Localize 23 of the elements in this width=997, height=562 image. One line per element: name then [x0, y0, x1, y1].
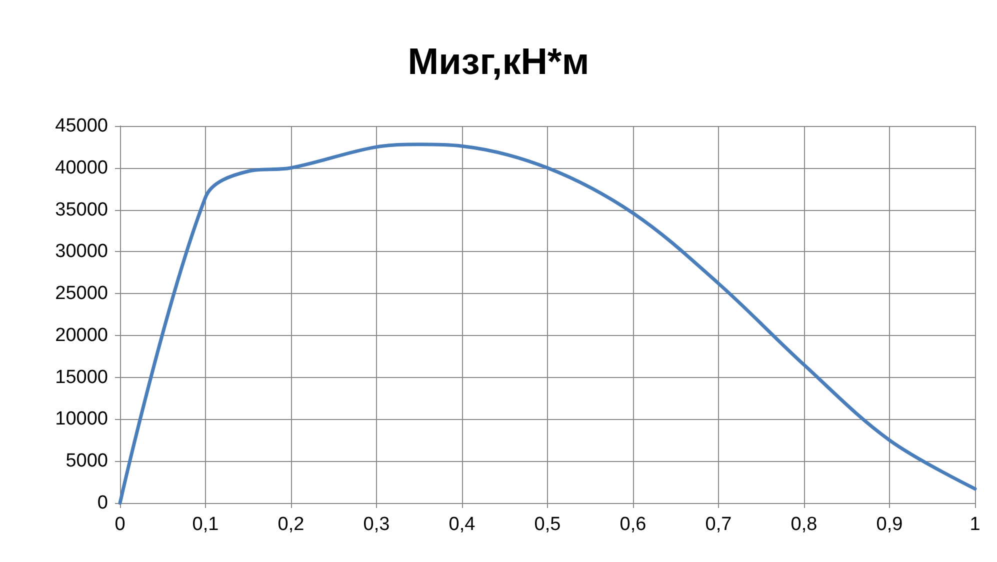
y-tick-label: 20000	[55, 324, 108, 346]
x-tick-label: 0,4	[448, 514, 476, 535]
y-tick-label: 30000	[55, 241, 108, 262]
x-tick-label: 1	[970, 514, 980, 535]
x-tick-label: 0,9	[876, 514, 903, 535]
y-tick-label: 5000	[66, 450, 108, 472]
x-tick-label: 0,3	[363, 514, 390, 535]
x-tick-label: 0,6	[620, 514, 646, 535]
y-tick-label: 0	[97, 492, 108, 514]
x-tick-label: 0,2	[278, 514, 304, 535]
chart-title: Мизг,кН*м	[408, 41, 590, 82]
y-tick-label: 15000	[55, 366, 108, 388]
x-tick-label: 0,8	[790, 514, 818, 535]
y-tick-label: 35000	[55, 199, 108, 220]
y-tick-label: 10000	[55, 408, 108, 430]
x-tick-label: 0,1	[192, 514, 219, 535]
line-series	[118, 142, 977, 505]
x-tick-label: 0	[114, 514, 126, 535]
y-tick-label: 25000	[55, 283, 108, 304]
x-tick-label: 0,5	[534, 514, 561, 535]
y-tick-label: 40000	[55, 157, 108, 178]
y-tick-label: 45000	[55, 116, 108, 136]
x-tick-label: 0,7	[705, 514, 732, 535]
